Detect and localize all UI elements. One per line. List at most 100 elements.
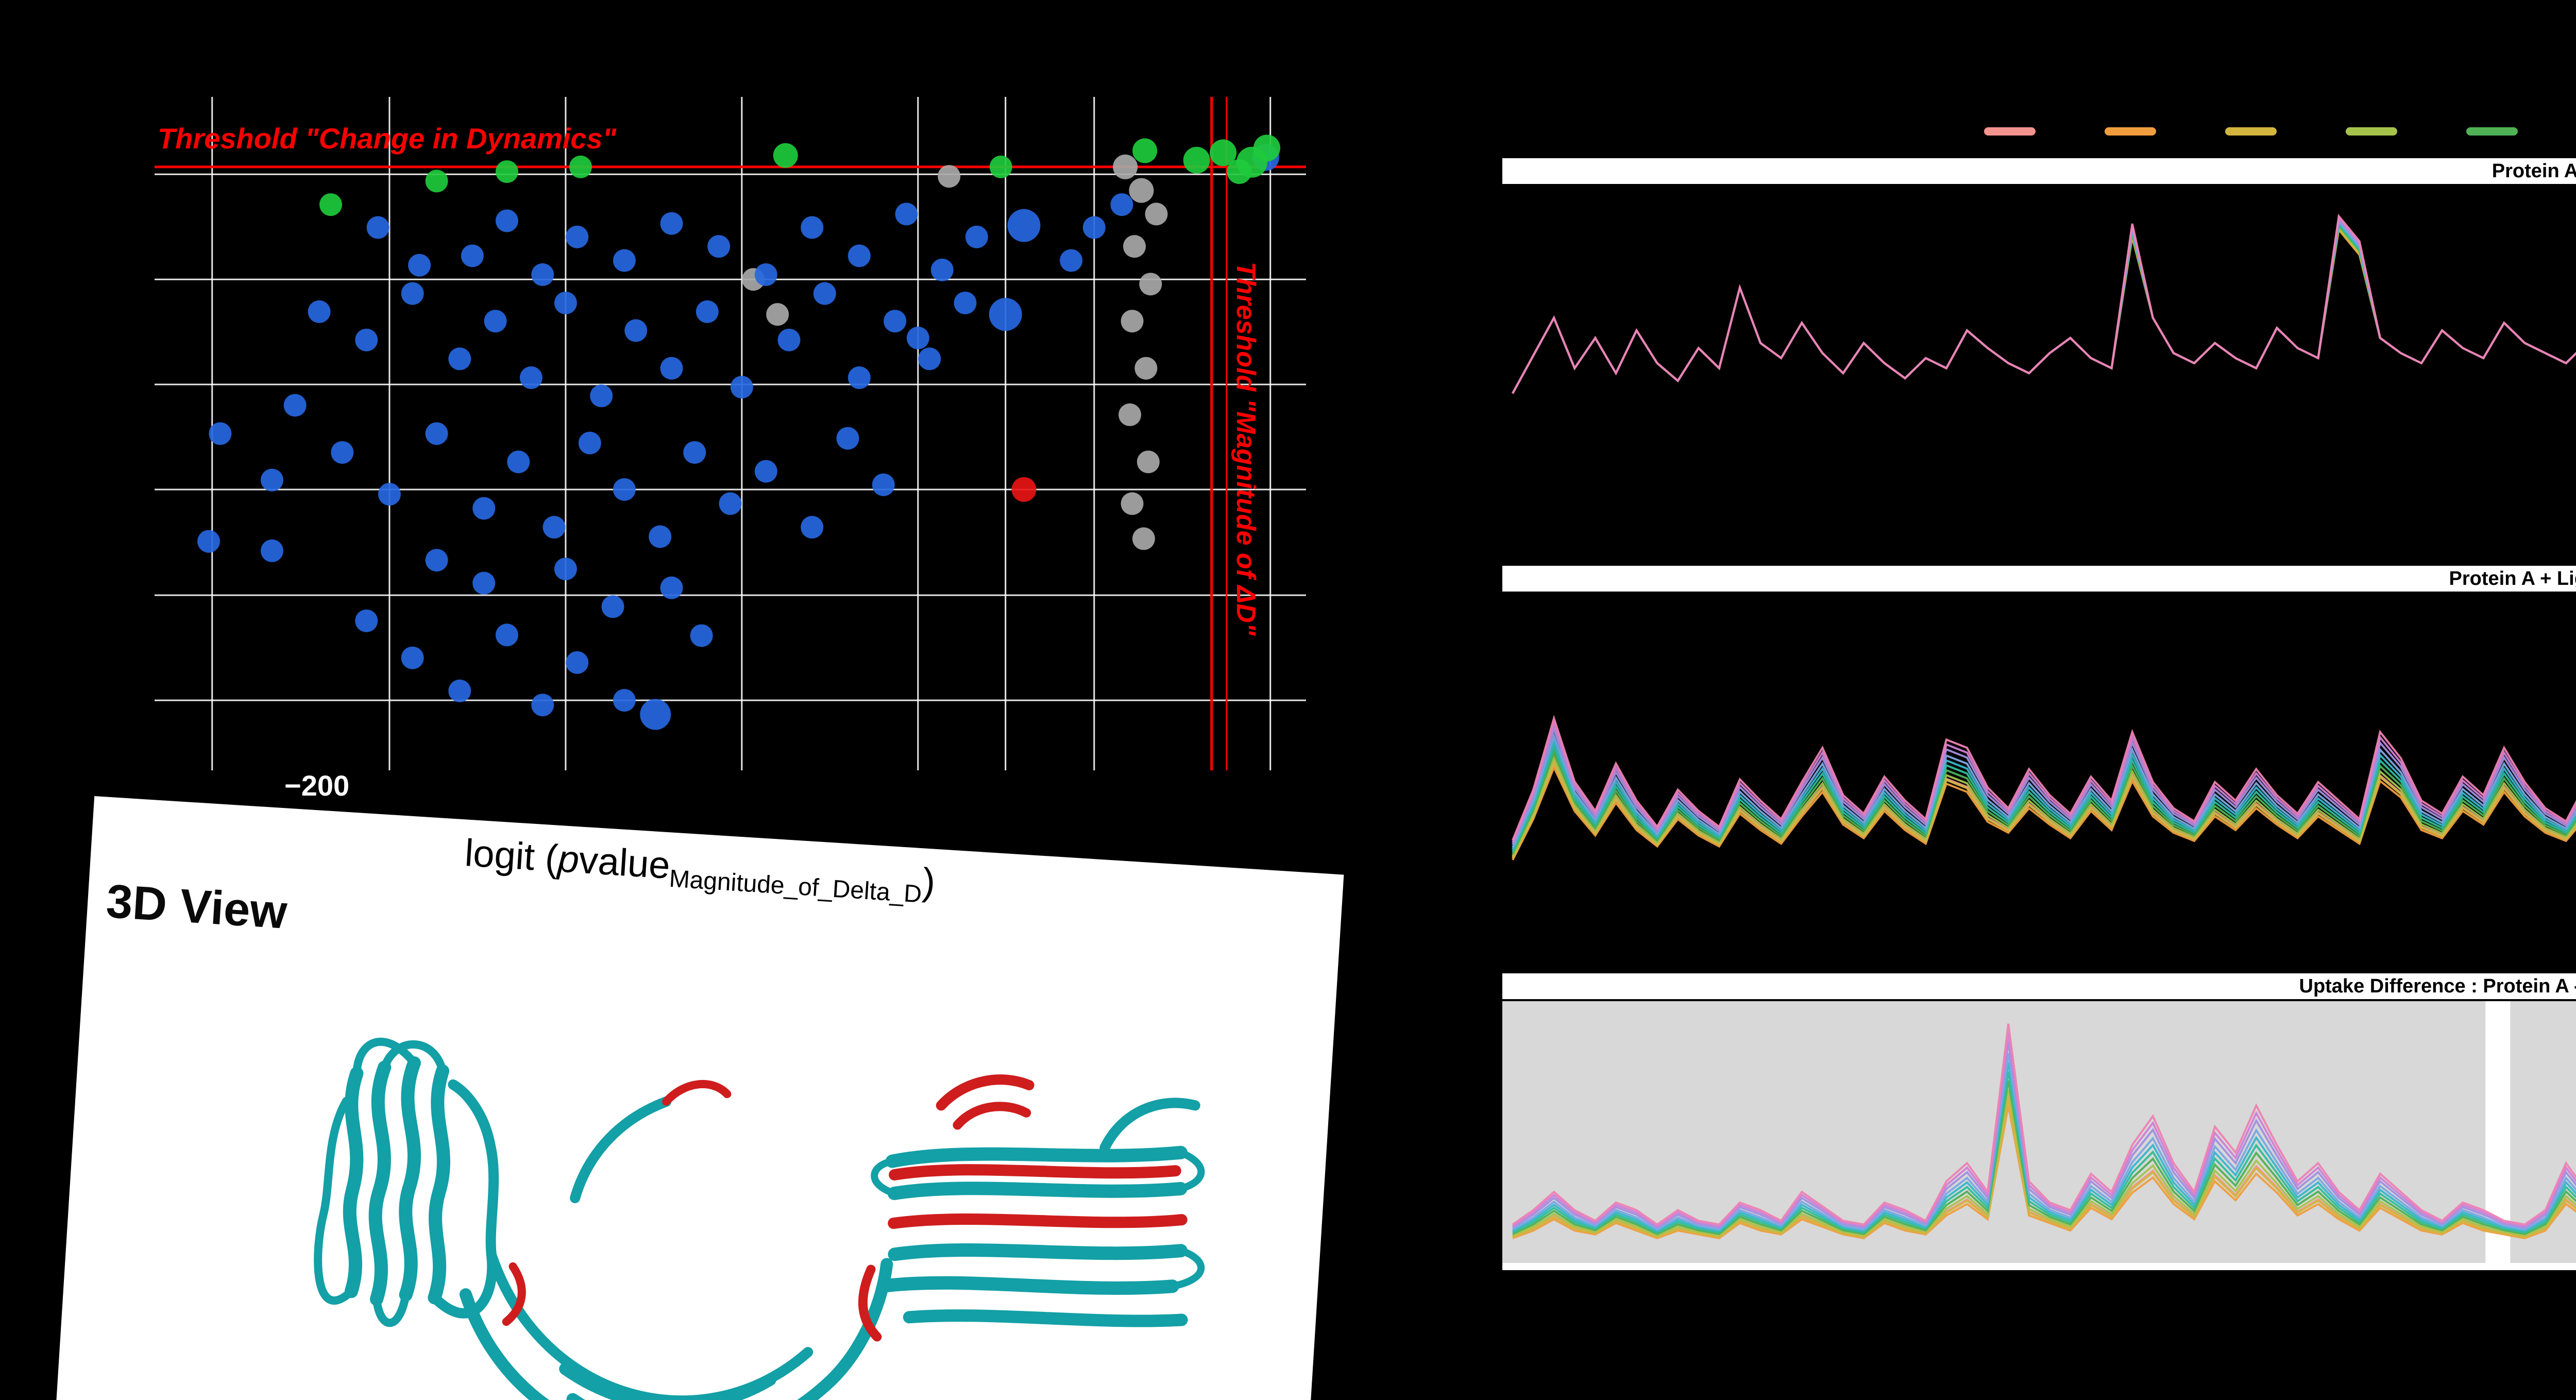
uptake-line-series-3[interactable] xyxy=(1512,1098,2576,1238)
uptake-line-series-3[interactable] xyxy=(1512,226,2576,408)
uptake-line-series-9[interactable] xyxy=(1512,216,2576,394)
scatter-point-non_significant_blue[interactable] xyxy=(965,225,988,248)
uptake-line-series-8[interactable] xyxy=(1512,651,2576,848)
scatter-point-magnitude_only_gray[interactable] xyxy=(1134,357,1158,380)
scatter-point-magnitude_only_gray[interactable] xyxy=(1145,203,1168,226)
uptake-line-series-7[interactable] xyxy=(1512,220,2576,394)
scatter-point-non_significant_blue[interactable] xyxy=(578,431,601,454)
uptake-line-series-11[interactable] xyxy=(1512,619,2576,841)
scatter-point-non_significant_blue[interactable] xyxy=(660,357,683,380)
volcano-scatter-canvas[interactable] xyxy=(155,97,1306,770)
uptake-line-series-2[interactable] xyxy=(1512,227,2576,414)
scatter-point-non_significant_blue[interactable] xyxy=(355,609,378,632)
scatter-point-non_significant_blue[interactable] xyxy=(813,282,836,305)
uptake-line-series-4[interactable] xyxy=(1512,690,2576,857)
scatter-point-non_significant_blue[interactable] xyxy=(1060,249,1083,272)
scatter-point-non_significant_blue[interactable] xyxy=(1007,209,1041,242)
scatter-point-non_significant_blue[interactable] xyxy=(777,328,801,351)
scatter-point-non_significant_blue[interactable] xyxy=(531,694,554,717)
uptake-line-series-9[interactable] xyxy=(1512,639,2576,846)
scatter-point-highlighted_red[interactable] xyxy=(1011,477,1037,502)
uptake-line-series-3[interactable] xyxy=(1512,700,2576,859)
scatter-point-significant_green[interactable] xyxy=(425,170,448,193)
uptake-line-series-5[interactable] xyxy=(1512,681,2576,855)
legend-swatch-5[interactable] xyxy=(2466,127,2518,136)
scatter-point-non_significant_blue[interactable] xyxy=(495,623,518,647)
uptake-line-series-1[interactable] xyxy=(1512,226,2576,406)
uptake-line-series-10[interactable] xyxy=(1512,1033,2576,1227)
scatter-point-non_significant_blue[interactable] xyxy=(543,516,566,539)
scatter-point-non_significant_blue[interactable] xyxy=(690,624,713,647)
legend-swatch-2[interactable] xyxy=(2105,127,2156,136)
scatter-point-non_significant_blue[interactable] xyxy=(848,244,871,267)
legend-swatch-3[interactable] xyxy=(2225,127,2277,136)
uptake-line-series-8[interactable] xyxy=(1512,1053,2576,1231)
scatter-point-non_significant_blue[interactable] xyxy=(448,679,471,702)
uptake-line-series-2[interactable] xyxy=(1512,707,2576,861)
scatter-point-non_significant_blue[interactable] xyxy=(660,212,683,235)
legend-swatch-1[interactable] xyxy=(1984,127,2036,136)
scatter-point-non_significant_blue[interactable] xyxy=(401,646,424,669)
scatter-point-non_significant_blue[interactable] xyxy=(461,244,484,267)
scatter-point-non_significant_blue[interactable] xyxy=(554,558,577,581)
scatter-point-magnitude_only_gray[interactable] xyxy=(1132,527,1155,550)
scatter-point-magnitude_only_gray[interactable] xyxy=(766,303,789,326)
uptake-line-series-1[interactable] xyxy=(1512,698,2576,858)
scatter-point-non_significant_blue[interactable] xyxy=(613,478,636,501)
protein-ribbon-structure[interactable] xyxy=(176,958,1314,1400)
uptake-line-series-5[interactable] xyxy=(1512,1080,2576,1236)
scatter-point-non_significant_blue[interactable] xyxy=(730,376,753,399)
scatter-point-non_significant_blue[interactable] xyxy=(378,483,401,506)
scatter-point-magnitude_only_gray[interactable] xyxy=(1121,310,1144,333)
scatter-point-non_significant_blue[interactable] xyxy=(918,347,941,370)
scatter-point-non_significant_blue[interactable] xyxy=(836,427,859,450)
scatter-point-non_significant_blue[interactable] xyxy=(624,319,648,342)
scatter-point-significant_green[interactable] xyxy=(1132,138,1158,163)
scatter-point-non_significant_blue[interactable] xyxy=(707,235,731,258)
scatter-point-significant_green[interactable] xyxy=(1210,139,1237,166)
scatter-point-non_significant_blue[interactable] xyxy=(308,300,331,323)
scatter-point-non_significant_blue[interactable] xyxy=(283,394,307,417)
uptake-line-series-10[interactable] xyxy=(1512,215,2576,394)
uptake-line-series-4[interactable] xyxy=(1512,1089,2576,1237)
scatter-point-non_significant_blue[interactable] xyxy=(472,497,496,520)
uptake-plot-protein-a[interactable] xyxy=(1502,184,2576,536)
uptake-line-series-11[interactable] xyxy=(1512,1023,2576,1226)
scatter-point-non_significant_blue[interactable] xyxy=(408,254,431,277)
scatter-point-magnitude_only_gray[interactable] xyxy=(1113,154,1138,179)
scatter-point-magnitude_only_gray[interactable] xyxy=(1129,178,1154,203)
scatter-point-non_significant_blue[interactable] xyxy=(331,441,354,464)
uptake-line-series-8[interactable] xyxy=(1512,218,2576,394)
scatter-point-non_significant_blue[interactable] xyxy=(425,422,448,445)
scatter-point-non_significant_blue[interactable] xyxy=(197,530,221,553)
scatter-point-non_significant_blue[interactable] xyxy=(872,473,895,496)
uptake-line-series-6[interactable] xyxy=(1512,222,2576,394)
legend-swatch-4[interactable] xyxy=(2346,127,2397,136)
scatter-point-significant_green[interactable] xyxy=(1227,159,1252,184)
uptake-line-series-5[interactable] xyxy=(1512,223,2576,394)
scatter-point-significant_green[interactable] xyxy=(1253,134,1281,162)
scatter-point-non_significant_blue[interactable] xyxy=(519,366,543,390)
scatter-point-non_significant_blue[interactable] xyxy=(660,576,683,599)
uptake-difference-plot[interactable] xyxy=(1502,999,2576,1270)
scatter-point-non_significant_blue[interactable] xyxy=(590,384,613,408)
scatter-point-magnitude_only_gray[interactable] xyxy=(1121,492,1144,515)
scatter-point-significant_green[interactable] xyxy=(495,160,518,183)
scatter-point-non_significant_blue[interactable] xyxy=(906,326,929,349)
scatter-point-non_significant_blue[interactable] xyxy=(366,216,389,239)
uptake-line-series-10[interactable] xyxy=(1512,629,2576,843)
scatter-point-non_significant_blue[interactable] xyxy=(425,549,448,572)
scatter-point-non_significant_blue[interactable] xyxy=(260,468,283,492)
scatter-point-non_significant_blue[interactable] xyxy=(260,539,283,562)
scatter-point-significant_green[interactable] xyxy=(319,193,342,216)
scatter-point-non_significant_blue[interactable] xyxy=(649,525,672,548)
scatter-point-magnitude_only_gray[interactable] xyxy=(1137,450,1160,474)
scatter-point-non_significant_blue[interactable] xyxy=(1110,193,1133,216)
scatter-point-non_significant_blue[interactable] xyxy=(566,225,589,248)
scatter-point-non_significant_blue[interactable] xyxy=(895,203,918,226)
scatter-point-non_significant_blue[interactable] xyxy=(683,441,706,464)
scatter-point-significant_green[interactable] xyxy=(773,143,798,168)
volcano-plot[interactable]: Threshold "Change in Dynamics" Threshold… xyxy=(155,97,1306,770)
scatter-point-non_significant_blue[interactable] xyxy=(209,422,232,445)
scatter-point-non_significant_blue[interactable] xyxy=(613,249,636,272)
